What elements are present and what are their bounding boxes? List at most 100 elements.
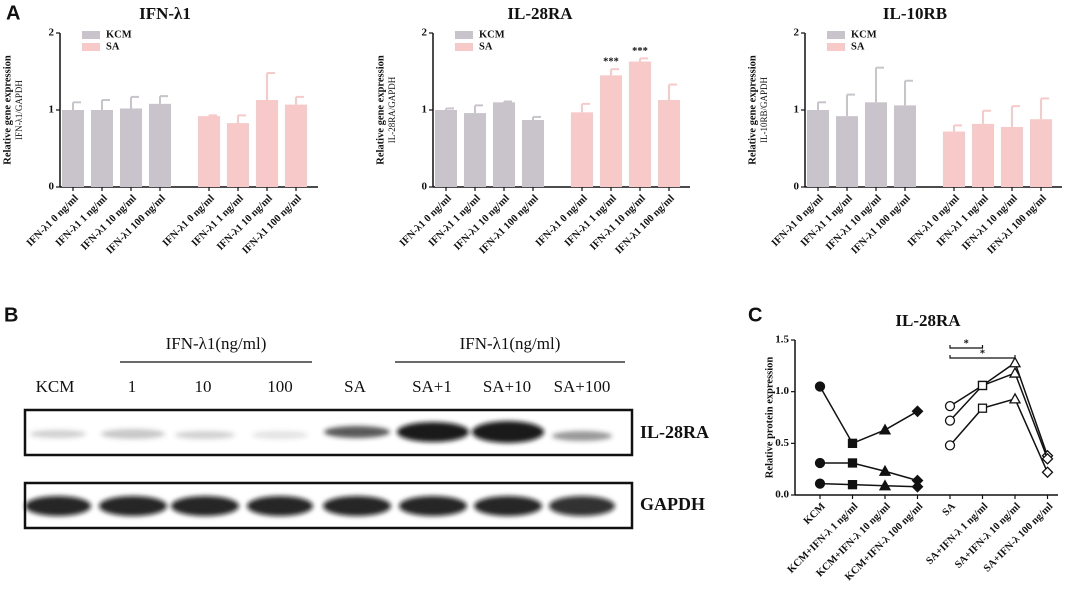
error-bar <box>875 66 884 103</box>
bar <box>836 116 858 187</box>
band <box>171 496 239 516</box>
lane-label: 100 <box>267 377 293 396</box>
marker <box>1041 466 1054 479</box>
blot-header: IFN-λ1(ng/ml) <box>166 334 267 353</box>
error-bar <box>101 98 110 110</box>
error-bar <box>1040 97 1049 120</box>
legend-label: SA <box>851 41 865 52</box>
error-bar <box>953 124 962 132</box>
y-tick-label: 1.0 <box>775 385 789 397</box>
lane-label: SA+100 <box>554 377 611 396</box>
panel-label: C <box>748 304 762 326</box>
marker <box>814 478 826 489</box>
y-tick-label: 1 <box>794 104 800 116</box>
chart-title: IL-10RB <box>883 4 947 23</box>
y-tick-label: 0.5 <box>775 437 789 449</box>
band <box>30 430 86 438</box>
bar <box>149 103 171 187</box>
lane-label: SA+1 <box>412 377 452 396</box>
bar <box>493 102 515 187</box>
lane-label: SA <box>344 377 366 396</box>
x-tick-label: IFN-λ1 1 ng/ml <box>54 193 110 249</box>
error-bar <box>532 115 541 121</box>
band <box>252 431 308 439</box>
marker <box>944 415 956 426</box>
series-line <box>819 386 918 445</box>
bar <box>62 110 84 187</box>
y-tick-label: 1 <box>49 104 55 116</box>
y-axis-label: Relative gene expression <box>2 55 13 165</box>
marker <box>1041 452 1054 465</box>
x-tick-label: IFN-λ1 1 ng/ml <box>190 193 246 249</box>
y-tick-label: 1 <box>422 104 428 116</box>
error-bar <box>295 95 304 105</box>
error-bar <box>130 95 139 109</box>
error-bar <box>503 100 512 103</box>
marker <box>847 458 858 468</box>
bar <box>972 123 994 187</box>
x-tick-label: IFN-λ1 0 ng/ml <box>398 193 454 249</box>
y-tick-label: 0 <box>794 181 800 193</box>
legend-label: KCM <box>479 29 505 40</box>
y-axis-label: IFN-λ1/GAPDH <box>14 80 24 140</box>
x-tick-label: IFN-λ1 1 ng/ml <box>427 193 483 249</box>
y-axis-label: IL-28RA/GAPDH <box>387 76 397 143</box>
x-tick-label: IFN-λ1 0 ng/ml <box>161 193 217 249</box>
series-line <box>820 462 918 482</box>
legend-swatch <box>82 43 100 51</box>
y-tick-label: 2 <box>422 27 428 39</box>
bar <box>285 104 307 187</box>
marker <box>944 400 956 412</box>
bar <box>943 131 965 187</box>
significance-label: *** <box>632 46 648 57</box>
y-axis-label: Relative gene expression <box>375 55 386 165</box>
panel-label: B <box>4 304 18 326</box>
legend-label: SA <box>479 41 493 52</box>
error-bar <box>639 57 648 62</box>
error-bar <box>581 102 590 113</box>
band <box>474 496 542 516</box>
bar <box>435 110 457 187</box>
y-tick-label: 2 <box>794 27 800 39</box>
y-axis-label: Relative protein expression <box>764 357 775 479</box>
band <box>175 431 235 439</box>
error-bar <box>846 93 855 117</box>
bar <box>629 61 651 187</box>
band <box>552 431 612 441</box>
significance-label: * <box>980 348 985 359</box>
error-bar <box>266 72 275 100</box>
bar <box>464 113 486 187</box>
y-axis-label: IL-10RB/GAPDH <box>759 77 769 144</box>
blot-row-label: GAPDH <box>640 494 705 514</box>
chart-title: IL-28RA <box>507 4 573 23</box>
bar <box>807 110 829 187</box>
band <box>99 496 167 516</box>
marker <box>977 380 988 391</box>
bar <box>198 116 220 187</box>
y-axis-label: Relative gene expression <box>747 55 758 165</box>
x-tick-label: IFN-λ1 0 ng/ml <box>534 193 590 249</box>
lane-label: KCM <box>36 377 75 396</box>
x-tick-label: IFN-λ1 1 ng/ml <box>563 193 619 249</box>
error-bar <box>445 107 454 110</box>
series-line <box>949 361 1049 456</box>
bar <box>120 108 142 187</box>
band <box>323 496 391 516</box>
lane-label: SA+10 <box>483 377 531 396</box>
series-line <box>949 397 1049 473</box>
bar <box>865 102 887 187</box>
bar <box>658 99 680 187</box>
marker <box>911 480 924 493</box>
x-tick-label: KCM <box>802 501 828 527</box>
blot-header: IFN-λ1(ng/ml) <box>460 334 561 353</box>
error-bar <box>237 114 246 124</box>
legend-swatch <box>82 31 100 39</box>
marker <box>878 423 892 435</box>
y-tick-label: 0 <box>422 181 428 193</box>
legend-label: SA <box>106 41 120 52</box>
chart-title: IL-28RA <box>895 311 961 330</box>
error-bar <box>904 79 913 106</box>
error-bar <box>72 101 81 110</box>
band <box>549 496 615 516</box>
